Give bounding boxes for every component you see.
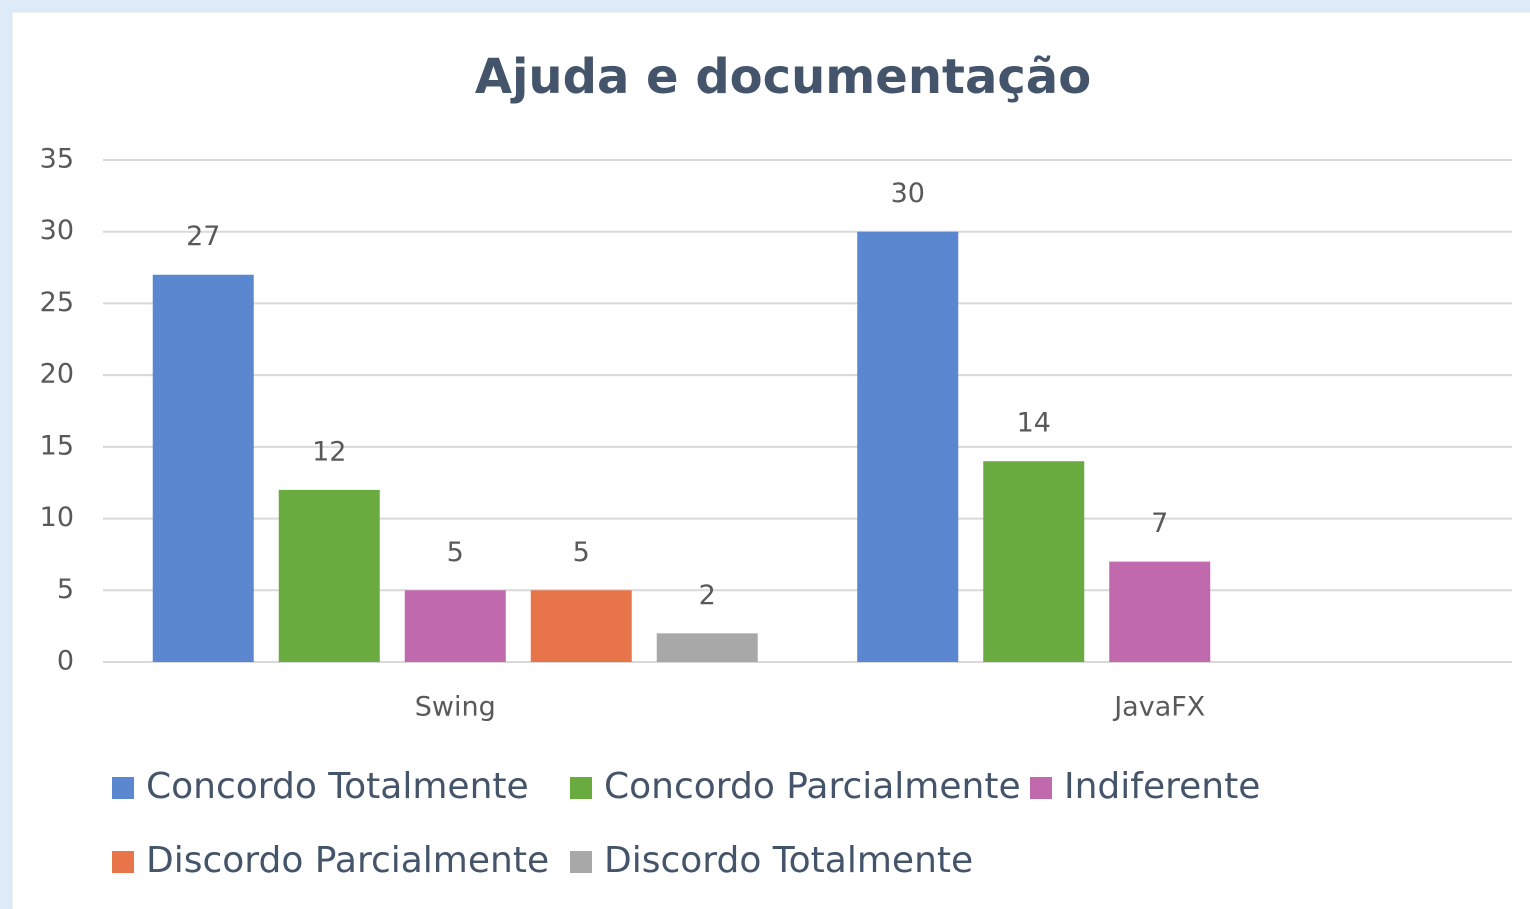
x-tick-label: Swing — [415, 692, 496, 723]
legend-swatch — [1030, 777, 1052, 799]
chart-title: Ajuda e documentação — [475, 49, 1091, 105]
y-tick-label: 25 — [40, 287, 74, 318]
data-label: 14 — [1017, 408, 1051, 439]
x-tick-label: JavaFX — [1112, 692, 1205, 723]
y-tick-label: 20 — [40, 359, 74, 390]
data-label: 27 — [186, 221, 220, 252]
bar — [152, 274, 254, 662]
bar — [278, 489, 380, 662]
data-label: 5 — [573, 537, 590, 568]
data-label: 5 — [447, 537, 464, 568]
y-tick-label: 15 — [40, 430, 74, 461]
y-tick-label: 5 — [57, 574, 74, 605]
y-tick-label: 30 — [40, 215, 74, 246]
bar — [656, 633, 758, 662]
y-tick-label: 35 — [40, 144, 74, 175]
legend-label: Concordo Parcialmente — [604, 766, 1021, 807]
legend-label: Discordo Totalmente — [604, 840, 973, 881]
bar — [983, 461, 1085, 662]
y-tick-label: 10 — [40, 502, 74, 533]
legend-swatch — [112, 777, 134, 799]
bar — [404, 590, 506, 662]
legend-label: Concordo Totalmente — [146, 766, 529, 807]
data-label: 30 — [891, 178, 925, 209]
data-label: 2 — [699, 580, 716, 611]
data-label: 12 — [312, 436, 346, 467]
legend-label: Indiferente — [1064, 766, 1260, 807]
y-tick-label: 0 — [57, 646, 74, 677]
bar — [530, 590, 632, 662]
legend-swatch — [112, 851, 134, 873]
bar — [857, 231, 959, 662]
data-label: 7 — [1151, 508, 1168, 539]
chart-card — [11, 11, 1530, 909]
bar — [1109, 561, 1211, 662]
legend-swatch — [570, 851, 592, 873]
legend-label: Discordo Parcialmente — [146, 840, 549, 881]
legend-swatch — [570, 777, 592, 799]
